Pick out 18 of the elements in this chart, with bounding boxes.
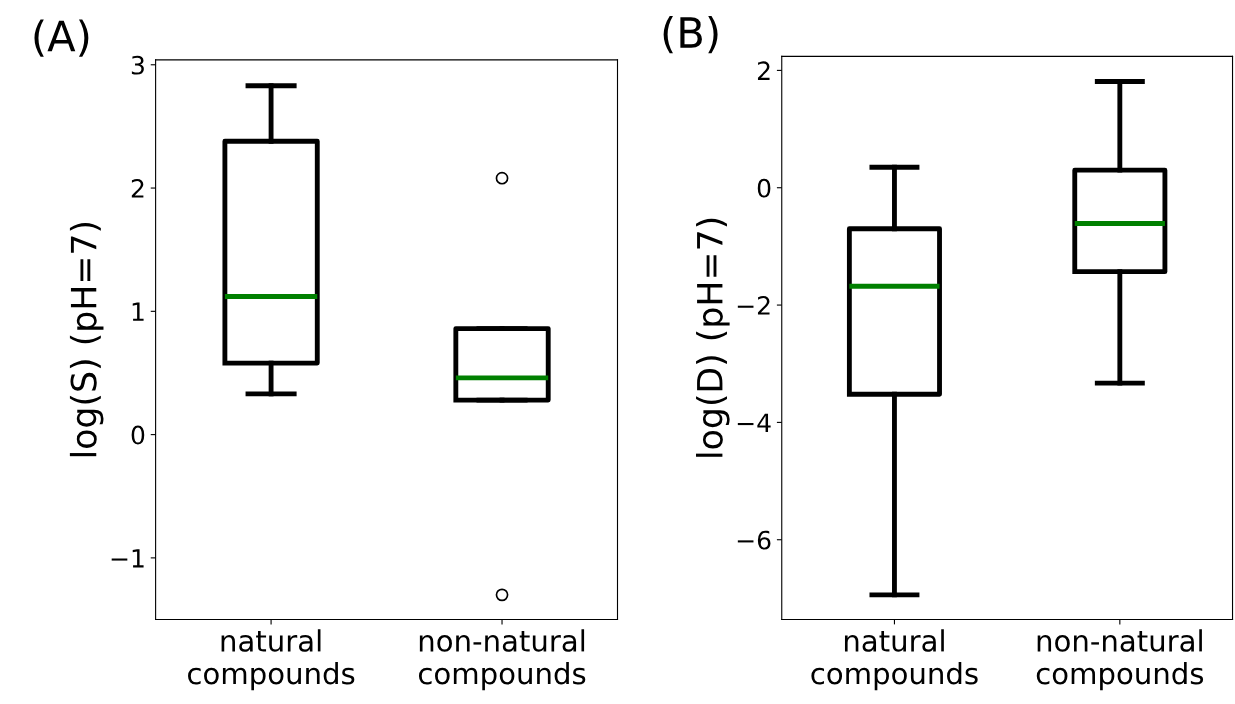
y-tick-label: −6 [737,530,771,550]
y-axis-title: log(D) (pH=7) [696,218,730,457]
y-tick-label: 2 [757,61,770,80]
chart-title: (A) [34,19,89,57]
chart-title: (B) [663,16,718,54]
y-tick-label: 3 [131,55,144,75]
x-tick-label: non-natural compounds [1036,629,1204,691]
x-tick-label: natural compounds [188,629,355,691]
x-tick-label: natural compounds [811,629,978,691]
y-axis-title: log(S) (pH=7) [69,222,104,457]
y-tick-label: 1 [132,302,144,321]
y-tick-label: −2 [737,296,770,315]
y-tick-label: 0 [757,178,771,198]
y-tick-label: 2 [131,178,144,198]
y-tick-label: −1 [111,549,144,568]
y-tick-label: −4 [737,413,771,432]
y-tick-label: 0 [131,425,145,445]
x-tick-label: non-natural compounds [418,629,586,691]
